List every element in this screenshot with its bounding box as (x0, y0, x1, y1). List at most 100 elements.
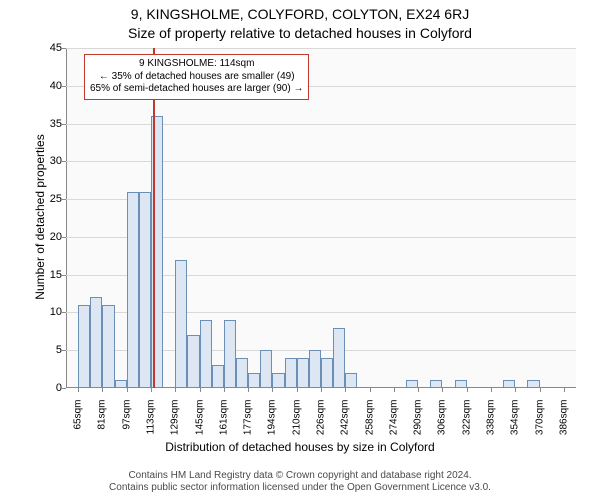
y-tick-label: 5 (32, 344, 62, 356)
y-tick-mark (62, 275, 66, 276)
y-tick-label: 25 (32, 193, 62, 205)
histogram-bar (297, 358, 309, 388)
marker-info-box: 9 KINGSHOLME: 114sqm← 35% of detached ho… (84, 54, 309, 100)
x-tick-label: 113sqm (146, 400, 157, 444)
histogram-bar (224, 320, 236, 388)
y-tick-mark (62, 48, 66, 49)
histogram-bar (272, 373, 284, 388)
plot-area: 65sqm81sqm97sqm113sqm129sqm145sqm161sqm1… (66, 48, 576, 388)
x-tick-mark (491, 388, 492, 392)
histogram-bar (333, 328, 345, 388)
y-tick-label: 40 (32, 80, 62, 92)
histogram-bar (527, 380, 539, 388)
x-tick-label: 290sqm (413, 400, 424, 444)
x-tick-mark (127, 388, 128, 392)
chart-title-address: 9, KINGSHOLME, COLYFORD, COLYTON, EX24 6… (0, 6, 600, 22)
x-tick-label: 386sqm (558, 400, 569, 444)
x-tick-label: 97sqm (121, 400, 132, 444)
x-tick-mark (272, 388, 273, 392)
info-line-larger: 65% of semi-detached houses are larger (… (90, 83, 303, 96)
footer-attribution: Contains HM Land Registry data © Crown c… (0, 470, 600, 494)
y-tick-label: 30 (32, 155, 62, 167)
x-tick-mark (151, 388, 152, 392)
x-tick-mark (321, 388, 322, 392)
x-tick-label: 194sqm (267, 400, 278, 444)
y-tick-mark (62, 161, 66, 162)
histogram-bar (127, 192, 139, 388)
x-tick-label: 338sqm (486, 400, 497, 444)
histogram-bar (139, 192, 151, 388)
x-tick-label: 306sqm (437, 400, 448, 444)
x-tick-label: 274sqm (388, 400, 399, 444)
x-tick-label: 65sqm (73, 400, 84, 444)
y-tick-label: 0 (32, 382, 62, 394)
histogram-bar (455, 380, 467, 388)
info-line-property: 9 KINGSHOLME: 114sqm (90, 58, 303, 71)
x-tick-label: 370sqm (534, 400, 545, 444)
histogram-bar (115, 380, 127, 388)
x-tick-label: 210sqm (291, 400, 302, 444)
x-tick-mark (102, 388, 103, 392)
y-tick-mark (62, 312, 66, 313)
y-tick-label: 35 (32, 118, 62, 130)
x-tick-label: 226sqm (316, 400, 327, 444)
histogram-bar (248, 373, 260, 388)
x-tick-mark (248, 388, 249, 392)
x-tick-mark (297, 388, 298, 392)
histogram-bar (102, 305, 114, 388)
y-tick-mark (62, 199, 66, 200)
y-tick-mark (62, 350, 66, 351)
x-tick-label: 177sqm (243, 400, 254, 444)
y-tick-label: 15 (32, 269, 62, 281)
x-tick-mark (78, 388, 79, 392)
chart-title-subtitle: Size of property relative to detached ho… (0, 25, 600, 41)
x-tick-label: 81sqm (97, 400, 108, 444)
histogram-bar (200, 320, 212, 388)
footer-line1: Contains HM Land Registry data © Crown c… (0, 470, 600, 482)
histogram-bar (236, 358, 248, 388)
x-tick-mark (345, 388, 346, 392)
histogram-bar (260, 350, 272, 388)
x-tick-label: 161sqm (218, 400, 229, 444)
y-tick-label: 10 (32, 306, 62, 318)
x-axis-caption: Distribution of detached houses by size … (0, 440, 600, 454)
x-tick-mark (564, 388, 565, 392)
x-tick-label: 242sqm (340, 400, 351, 444)
gridline (66, 124, 576, 125)
x-tick-mark (175, 388, 176, 392)
histogram-bar (90, 297, 102, 388)
y-tick-mark (62, 124, 66, 125)
x-tick-mark (467, 388, 468, 392)
histogram-bar (175, 260, 187, 388)
x-tick-mark (200, 388, 201, 392)
histogram-bar (78, 305, 90, 388)
histogram-bar (503, 380, 515, 388)
histogram-bar (309, 350, 321, 388)
x-tick-label: 322sqm (461, 400, 472, 444)
x-tick-label: 258sqm (364, 400, 375, 444)
y-tick-mark (62, 237, 66, 238)
histogram-bar (212, 365, 224, 388)
histogram-bar (187, 335, 199, 388)
x-tick-mark (442, 388, 443, 392)
gridline (66, 48, 576, 49)
histogram-bar (430, 380, 442, 388)
x-tick-mark (370, 388, 371, 392)
y-tick-mark (62, 86, 66, 87)
x-tick-mark (540, 388, 541, 392)
y-tick-mark (62, 388, 66, 389)
y-tick-label: 45 (32, 42, 62, 54)
footer-line2: Contains public sector information licen… (0, 482, 600, 494)
x-tick-mark (394, 388, 395, 392)
x-tick-mark (418, 388, 419, 392)
gridline (66, 161, 576, 162)
info-line-smaller: ← 35% of detached houses are smaller (49… (90, 71, 303, 84)
histogram-bar (345, 373, 357, 388)
x-tick-label: 354sqm (510, 400, 521, 444)
x-tick-label: 145sqm (194, 400, 205, 444)
x-tick-label: 129sqm (170, 400, 181, 444)
histogram-bar (406, 380, 418, 388)
x-tick-mark (224, 388, 225, 392)
histogram-bar (285, 358, 297, 388)
chart-container: 9, KINGSHOLME, COLYFORD, COLYTON, EX24 6… (0, 0, 600, 500)
